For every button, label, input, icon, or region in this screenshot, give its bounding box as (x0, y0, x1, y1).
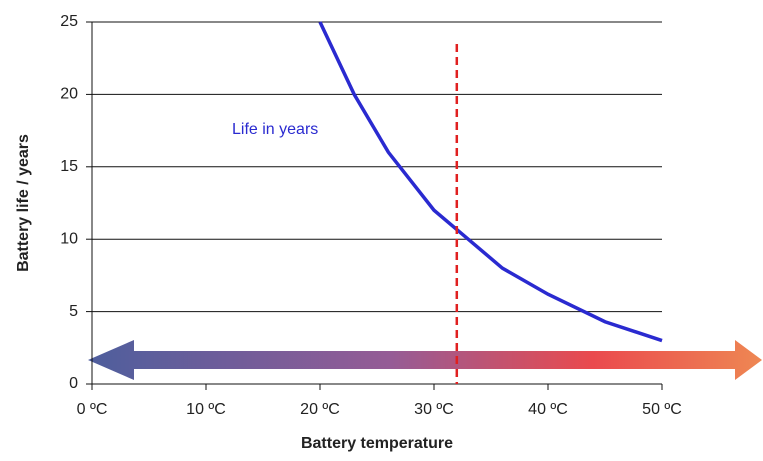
line (320, 22, 662, 341)
y-tick-label: 25 (60, 13, 78, 30)
x-tick-label: 50 ºC (642, 401, 682, 418)
x-tick-label: 30 ºC (414, 401, 454, 418)
y-tick-label: 15 (60, 158, 78, 175)
x-tick-label: 20 ºC (300, 401, 340, 418)
y-tick-label: 5 (69, 303, 78, 320)
y-tick-label: 10 (60, 230, 78, 247)
y-tick-label: 20 (60, 86, 78, 103)
x-tick-label: 10 ºC (186, 401, 226, 418)
x-tick-label: 40 ºC (528, 401, 568, 418)
page: {"chart_data": {"type": "line", "annotat… (0, 0, 763, 456)
y-axis-label: Battery life / years (15, 134, 32, 272)
temperature-arrow (88, 340, 762, 380)
chart: Life in years Battery temperature Batter… (0, 0, 763, 456)
y-tick-label: 0 (69, 375, 78, 392)
annotation: Life in years (232, 121, 318, 138)
x-axis-label: Battery temperature (301, 435, 453, 452)
x-tick-label: 0 ºC (77, 401, 108, 418)
